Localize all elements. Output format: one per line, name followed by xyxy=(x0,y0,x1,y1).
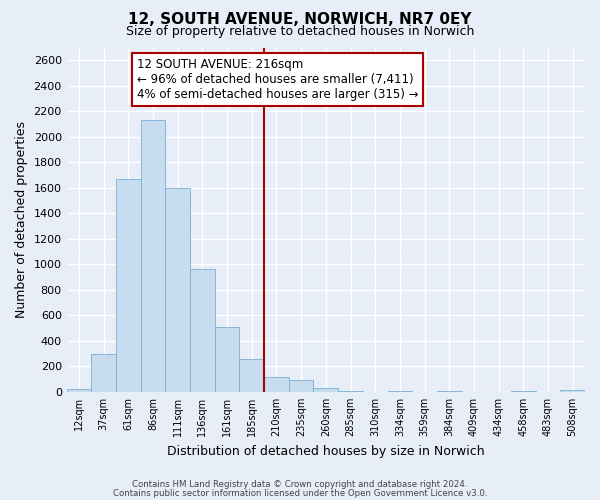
Bar xyxy=(116,179,141,392)
Text: Contains HM Land Registry data © Crown copyright and database right 2024.: Contains HM Land Registry data © Crown c… xyxy=(132,480,468,489)
Text: 12 SOUTH AVENUE: 216sqm
← 96% of detached houses are smaller (7,411)
4% of semi-: 12 SOUTH AVENUE: 216sqm ← 96% of detache… xyxy=(137,58,418,101)
Bar xyxy=(239,360,264,392)
Bar xyxy=(215,327,239,392)
Bar xyxy=(190,270,215,392)
Text: Contains public sector information licensed under the Open Government Licence v3: Contains public sector information licen… xyxy=(113,489,487,498)
Bar xyxy=(264,376,289,392)
Bar xyxy=(560,390,585,392)
Bar xyxy=(313,388,338,392)
Bar xyxy=(289,380,313,392)
Y-axis label: Number of detached properties: Number of detached properties xyxy=(15,121,28,318)
Bar xyxy=(91,354,116,392)
Bar xyxy=(67,390,91,392)
X-axis label: Distribution of detached houses by size in Norwich: Distribution of detached houses by size … xyxy=(167,444,485,458)
Bar xyxy=(141,120,166,392)
Text: 12, SOUTH AVENUE, NORWICH, NR7 0EY: 12, SOUTH AVENUE, NORWICH, NR7 0EY xyxy=(128,12,472,28)
Bar xyxy=(166,188,190,392)
Text: Size of property relative to detached houses in Norwich: Size of property relative to detached ho… xyxy=(126,25,474,38)
Bar xyxy=(338,390,363,392)
